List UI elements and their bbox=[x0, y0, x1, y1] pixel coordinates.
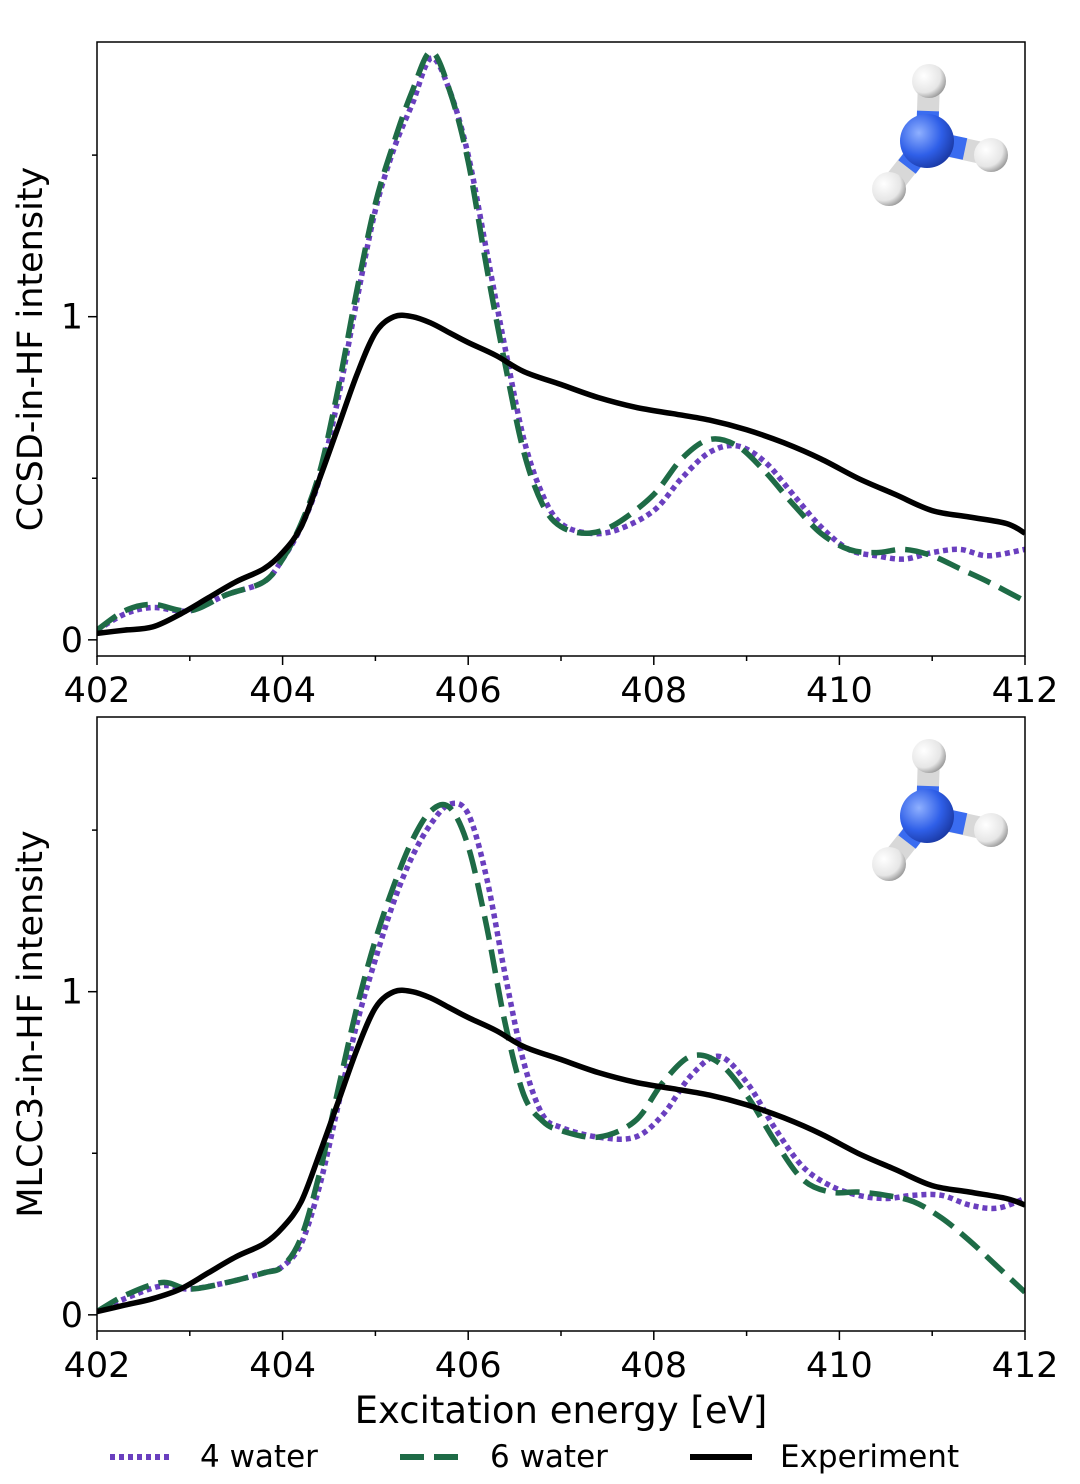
legend-item-experiment: Experiment bbox=[688, 1430, 959, 1484]
plot-frame bbox=[96, 716, 1026, 1332]
x-tick-label: 412 bbox=[992, 1346, 1059, 1386]
series-6-water-line bbox=[97, 801, 1025, 1314]
x-tick-label: 408 bbox=[620, 1346, 687, 1386]
series-4-water-line bbox=[97, 800, 1025, 1315]
plot-frame bbox=[96, 41, 1026, 657]
legend-swatch-6-water bbox=[400, 1454, 462, 1460]
x-tick-label: 410 bbox=[806, 671, 873, 711]
x-axis-label: Excitation energy [eV] bbox=[355, 1389, 768, 1432]
series-6-water-line bbox=[97, 48, 1025, 633]
series-experiment-line bbox=[97, 312, 1025, 637]
y-tick-label: 0 bbox=[61, 1296, 83, 1336]
y-tick-label: 0 bbox=[61, 621, 83, 661]
x-tick-label: 406 bbox=[435, 1346, 502, 1386]
legend-swatch-experiment bbox=[690, 1454, 752, 1460]
y-tick-label: 1 bbox=[61, 973, 83, 1013]
x-tick-label: 410 bbox=[806, 1346, 873, 1386]
ammonia-molecule-icon bbox=[872, 64, 1008, 206]
legend-item-4-water: 4 water bbox=[108, 1430, 318, 1484]
legend-label-6-water: 6 water bbox=[490, 1439, 608, 1475]
x-tick-label: 402 bbox=[64, 671, 131, 711]
y-axis-label: CCSD-in-HF intensity bbox=[11, 167, 51, 532]
series-4-water-line bbox=[97, 55, 1025, 633]
y-tick-label: 1 bbox=[61, 298, 83, 338]
legend: 4 water 6 water Experiment bbox=[0, 1430, 1080, 1484]
x-tick-label: 408 bbox=[620, 671, 687, 711]
x-tick-label: 406 bbox=[435, 671, 502, 711]
legend-label-4-water: 4 water bbox=[200, 1439, 318, 1475]
x-tick-label: 404 bbox=[249, 1346, 316, 1386]
y-axis-label: MLCC3-in-HF intensity bbox=[11, 830, 51, 1217]
x-tick-label: 404 bbox=[249, 671, 316, 711]
legend-item-6-water: 6 water bbox=[398, 1430, 608, 1484]
x-tick-label: 402 bbox=[64, 1346, 131, 1386]
legend-label-experiment: Experiment bbox=[780, 1439, 960, 1475]
ammonia-molecule-icon bbox=[872, 739, 1008, 881]
series-experiment-line bbox=[97, 987, 1025, 1315]
legend-swatch-4-water bbox=[110, 1454, 172, 1460]
x-tick-label: 412 bbox=[992, 671, 1059, 711]
